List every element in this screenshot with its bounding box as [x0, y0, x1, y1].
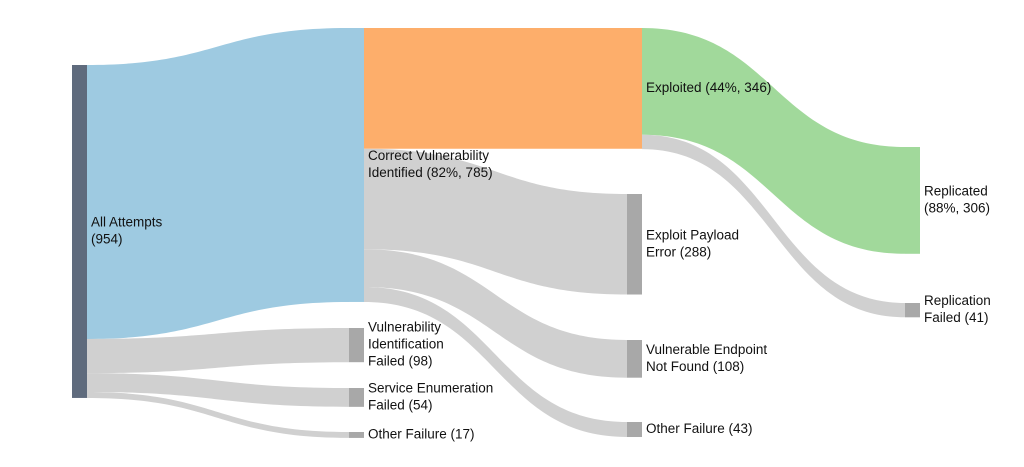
- link: [364, 148, 627, 295]
- node-label: Identified (82%, 785): [368, 165, 493, 180]
- node: [627, 340, 642, 378]
- node-label: Exploit Payload: [646, 227, 739, 242]
- links: [87, 28, 905, 438]
- node-label: Identification: [368, 337, 444, 352]
- node-label: Replicated: [924, 183, 988, 198]
- node: [627, 194, 642, 295]
- node-label: Service Enumeration: [368, 380, 493, 395]
- node: [905, 303, 920, 318]
- node-label: Failed (41): [924, 310, 989, 325]
- link: [364, 249, 627, 378]
- node-label: Replication: [924, 293, 991, 308]
- node-label: Failed (98): [368, 354, 433, 369]
- node-label: Other Failure (17): [368, 427, 475, 442]
- node-label: All Attempts: [91, 215, 163, 230]
- link: [87, 28, 349, 339]
- node: [627, 28, 642, 149]
- node-label: Vulnerable Endpoint: [646, 342, 767, 357]
- node: [72, 65, 87, 398]
- node-label: (954): [91, 232, 123, 247]
- node: [349, 432, 364, 438]
- node-label: (88%, 306): [924, 200, 990, 215]
- node: [349, 28, 364, 302]
- node: [627, 422, 642, 438]
- link: [87, 328, 349, 374]
- link: [642, 134, 905, 318]
- link: [364, 28, 627, 149]
- node: [905, 147, 920, 254]
- link: [642, 28, 905, 254]
- node-label: Failed (54): [368, 397, 433, 412]
- node-label: Not Found (108): [646, 359, 744, 374]
- node-label: Vulnerability: [368, 320, 441, 335]
- link: [87, 373, 349, 407]
- link: [364, 286, 627, 438]
- node-label: Error (288): [646, 244, 711, 259]
- link: [87, 392, 349, 438]
- node: [349, 388, 364, 407]
- node: [349, 328, 364, 363]
- node-label: Other Failure (43): [646, 421, 753, 436]
- node-label: Correct Vulnerability: [368, 148, 489, 163]
- node-label: Exploited (44%, 346): [646, 80, 771, 95]
